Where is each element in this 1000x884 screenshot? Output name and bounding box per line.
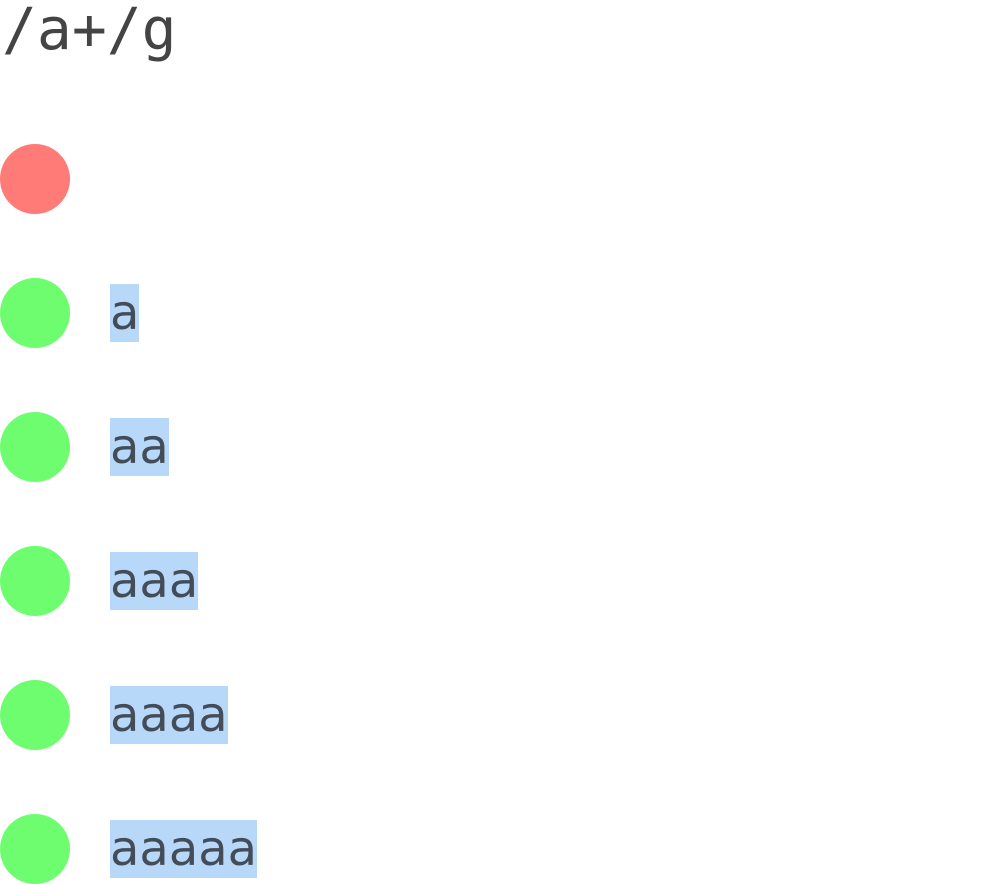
- test-input-text: aaaa: [110, 686, 228, 744]
- match-indicator-icon: [0, 814, 70, 884]
- regex-pattern: /a+/g: [2, 0, 177, 63]
- test-input-text: aa: [110, 418, 169, 476]
- match-indicator-icon: [0, 278, 70, 348]
- match-indicator-icon: [0, 412, 70, 482]
- test-case-row: aaaaa: [0, 814, 1000, 884]
- test-input-text: aaaaa: [110, 820, 258, 878]
- no-match-indicator-icon: [0, 144, 70, 214]
- test-case-row: aaaa: [0, 680, 1000, 750]
- test-input-text: a: [110, 284, 140, 342]
- test-case-row: aa: [0, 412, 1000, 482]
- test-case-row: [0, 144, 1000, 214]
- match-indicator-icon: [0, 546, 70, 616]
- test-case-row: aaa: [0, 546, 1000, 616]
- match-indicator-icon: [0, 680, 70, 750]
- test-case-row: a: [0, 278, 1000, 348]
- test-input-text: aaa: [110, 552, 199, 610]
